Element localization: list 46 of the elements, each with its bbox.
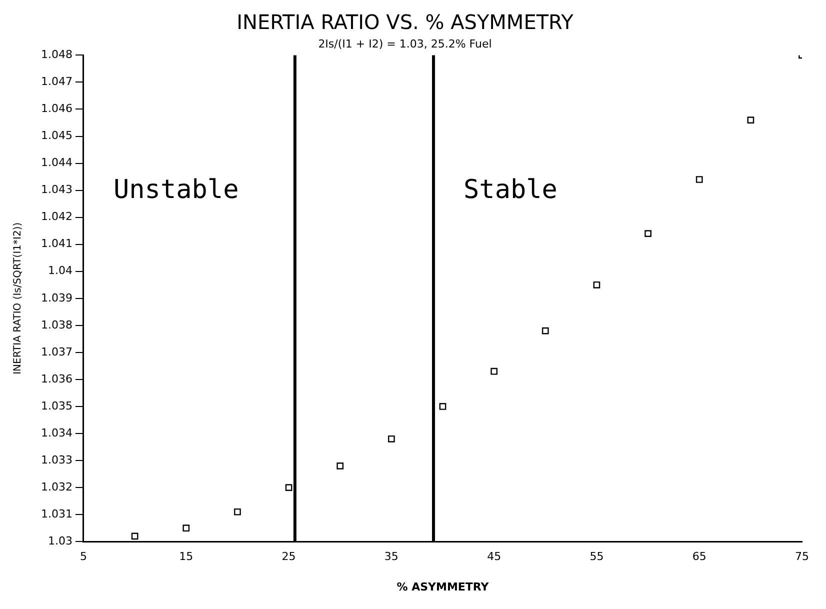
y-tick-label: 1.035 <box>40 399 72 412</box>
y-tick-label: 1.04 <box>48 264 72 278</box>
y-tick-label: 1.037 <box>40 345 72 358</box>
y-tick-label: 1.041 <box>40 237 72 250</box>
y-tick-label: 1.03 <box>48 534 72 548</box>
x-tick-label: 55 <box>590 550 604 564</box>
y-tick-label: 1.043 <box>40 183 72 196</box>
x-tick-label: 35 <box>384 550 398 564</box>
y-tick-label: 1.031 <box>40 507 72 520</box>
point <box>747 116 754 124</box>
y-tick-label: 1.048 <box>40 48 72 62</box>
point <box>388 435 395 442</box>
y-tick-label: 1.034 <box>40 426 72 440</box>
x-tick-label: 25 <box>282 550 296 564</box>
y-tick-label: 1.045 <box>40 129 72 142</box>
x-tick-label: 15 <box>179 550 194 564</box>
x-axis-title: % ASYMMETRY <box>396 580 490 594</box>
point <box>644 230 652 237</box>
x-tick-label: 75 <box>795 550 809 564</box>
chart-subtitle: 2Is/(I1 + I2) = 1.03, 25.2% Fuel <box>318 37 492 50</box>
point <box>593 281 600 288</box>
y-tick-label: 1.039 <box>40 291 72 304</box>
point <box>490 368 498 375</box>
y-tick-label: 1.032 <box>40 480 72 494</box>
y-tick-label: 1.036 <box>40 372 72 386</box>
y-tick-label: 1.044 <box>40 156 72 170</box>
y-tick-label: 1.042 <box>40 210 72 224</box>
chart-title: INERTIA RATIO VS. % ASYMMETRY <box>236 10 574 34</box>
point <box>234 508 241 516</box>
point <box>439 403 446 410</box>
point <box>696 176 703 183</box>
point <box>182 524 190 532</box>
point <box>542 327 549 334</box>
x-tick-label: 45 <box>487 550 502 564</box>
y-tick-label: 1.047 <box>40 75 72 88</box>
x-tick-label: 65 <box>692 550 706 564</box>
y-axis-title: INERTIA RATIO (Is/SQRT(I1*I2)) <box>12 222 24 374</box>
annotation: Stable <box>464 175 558 206</box>
y-tick-label: 1.033 <box>40 453 72 466</box>
annotation: Unstable <box>113 175 239 206</box>
y-tick-label: 1.046 <box>40 102 72 116</box>
x-tick-label: 5 <box>80 550 87 564</box>
point <box>336 462 344 470</box>
point <box>285 484 292 491</box>
point <box>131 532 138 540</box>
y-tick-label: 1.038 <box>40 318 72 332</box>
